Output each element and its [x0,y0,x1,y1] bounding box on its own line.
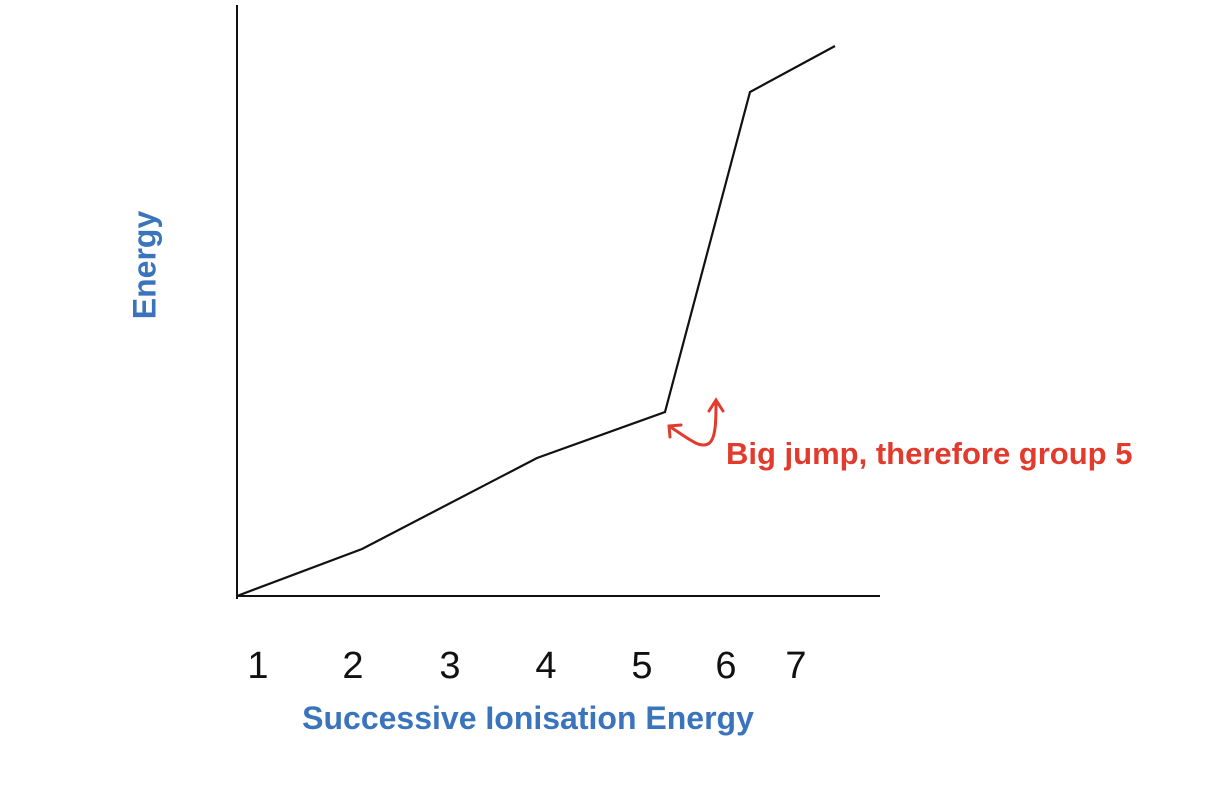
x-axis-label: Successive Ionisation Energy [302,700,754,736]
x-tick: 1 [247,645,269,687]
x-tick: 7 [785,645,807,687]
annotation-text: Big jump, therefore group 5 [726,436,1133,471]
y-axis-label: Energy [126,210,163,320]
x-tick: 4 [535,645,557,687]
x-tick: 3 [439,645,461,687]
x-tick: 2 [342,645,364,687]
x-tick: 6 [715,645,737,687]
x-tick: 5 [631,645,653,687]
series-line [236,45,836,598]
annotation-arrow-icon [667,397,725,447]
